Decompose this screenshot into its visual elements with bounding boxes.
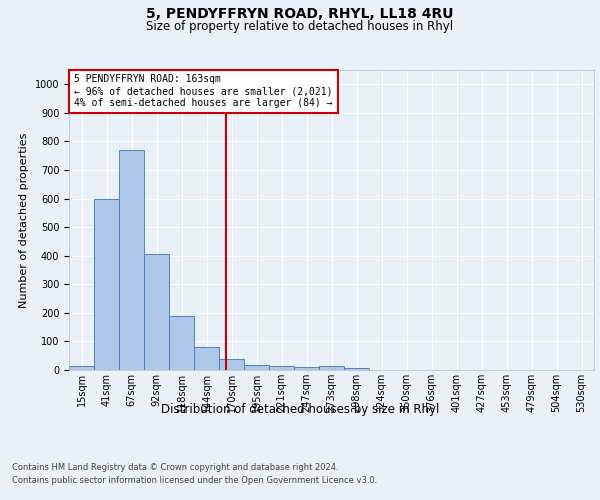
Text: 5, PENDYFFRYN ROAD, RHYL, LL18 4RU: 5, PENDYFFRYN ROAD, RHYL, LL18 4RU — [146, 8, 454, 22]
Bar — [145, 254, 169, 370]
Bar — [344, 368, 368, 370]
Text: Size of property relative to detached houses in Rhyl: Size of property relative to detached ho… — [146, 20, 454, 33]
Bar — [269, 366, 293, 370]
Y-axis label: Number of detached properties: Number of detached properties — [19, 132, 29, 308]
Bar — [244, 365, 269, 370]
Bar — [220, 358, 244, 370]
Bar — [194, 347, 218, 370]
Text: 5 PENDYFFRYN ROAD: 163sqm
← 96% of detached houses are smaller (2,021)
4% of sem: 5 PENDYFFRYN ROAD: 163sqm ← 96% of detac… — [74, 74, 333, 108]
Bar — [94, 198, 119, 370]
Bar — [295, 366, 319, 370]
Text: Contains public sector information licensed under the Open Government Licence v3: Contains public sector information licen… — [12, 476, 377, 485]
Text: Contains HM Land Registry data © Crown copyright and database right 2024.: Contains HM Land Registry data © Crown c… — [12, 462, 338, 471]
Bar — [319, 366, 344, 370]
Bar — [169, 316, 194, 370]
Bar — [70, 366, 94, 370]
Text: Distribution of detached houses by size in Rhyl: Distribution of detached houses by size … — [161, 402, 439, 415]
Bar — [119, 150, 143, 370]
